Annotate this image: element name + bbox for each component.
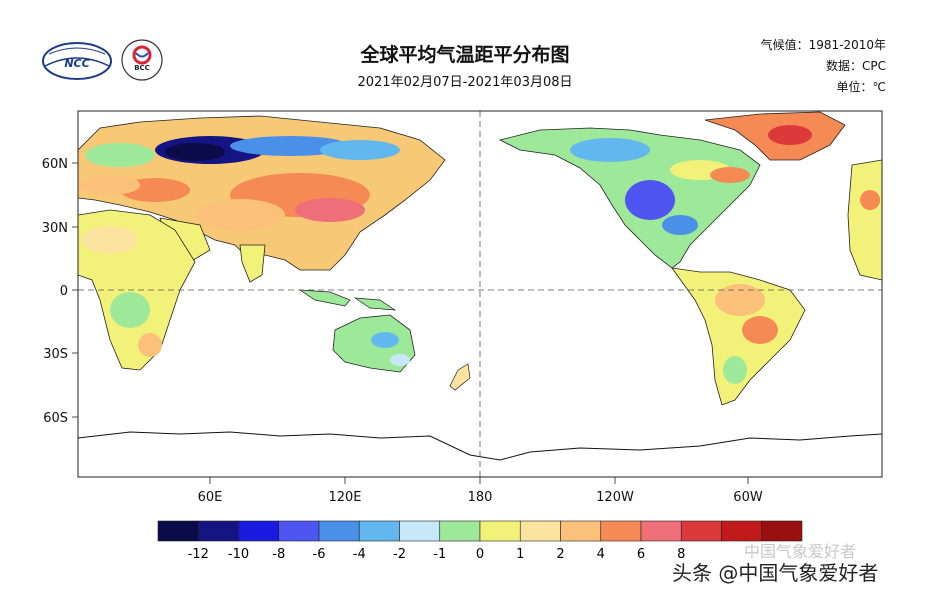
unit-label: 单位：℃ bbox=[836, 80, 886, 94]
indonesia bbox=[298, 289, 397, 311]
colorbar-tick-label: -10 bbox=[228, 547, 249, 562]
axis-ticks bbox=[72, 162, 749, 484]
lon-label: 60W bbox=[733, 490, 763, 505]
colorbar-tick-label: -8 bbox=[272, 547, 285, 562]
colorbar-tick-label: 6 bbox=[637, 547, 645, 562]
colorbar-tick-label: 8 bbox=[677, 547, 685, 562]
watermark-faded: 中国气象爱好者 bbox=[744, 542, 857, 561]
lon-label: 180 bbox=[468, 490, 493, 505]
colorbar-swatch bbox=[519, 520, 561, 542]
colorbar-tick-label: -4 bbox=[353, 547, 366, 562]
colorbar-swatch bbox=[600, 520, 642, 542]
date-range: 2021年02月07日-2021年03月08日 bbox=[357, 75, 573, 90]
colorbar-tick-label: 2 bbox=[556, 547, 564, 562]
lat-label: 30S bbox=[43, 347, 68, 362]
colorbar-swatch bbox=[238, 520, 280, 542]
ncc-logo: NCC bbox=[42, 42, 112, 80]
colorbar-swatch bbox=[479, 520, 521, 542]
climate-baseline: 气候值：1981-2010年 bbox=[760, 38, 886, 52]
colorbar-swatch bbox=[640, 520, 682, 542]
colorbar-tick-label: -12 bbox=[188, 547, 209, 562]
colorbar-swatch bbox=[278, 520, 320, 542]
map-title: 全球平均气温距平分布图 bbox=[360, 44, 570, 66]
colorbar-tick-label: -1 bbox=[433, 547, 446, 562]
colorbar-swatch bbox=[439, 520, 481, 542]
colorbar-swatch bbox=[560, 520, 602, 542]
colorbar-swatch bbox=[761, 520, 803, 542]
colorbar-tick-label: 1 bbox=[516, 547, 524, 562]
colorbar-tick-label: 4 bbox=[597, 547, 605, 562]
lat-label: 60N bbox=[42, 157, 68, 172]
lon-label: 120E bbox=[328, 490, 361, 505]
lat-label: 0 bbox=[60, 284, 68, 299]
colorbar: -12 -10 -8 -6 -4 -2 -1 0 1 2 4 6 8 bbox=[157, 520, 803, 562]
bcc-logo-text: BCC bbox=[134, 64, 150, 72]
colorbar-swatch bbox=[318, 520, 360, 542]
europe-east-edge bbox=[847, 159, 882, 281]
colorbar-swatch bbox=[358, 520, 400, 542]
new-zealand bbox=[449, 363, 471, 391]
colorbar-tick-label: -6 bbox=[313, 547, 326, 562]
watermark: 头条 @中国气象爱好者 bbox=[672, 561, 879, 585]
antarctica-coast bbox=[78, 431, 882, 461]
colorbar-swatch bbox=[157, 520, 199, 542]
colorbar-tick-label: -2 bbox=[393, 547, 406, 562]
lon-label: 120W bbox=[596, 490, 634, 505]
south-america-landmass bbox=[671, 267, 806, 406]
lat-label: 60S bbox=[43, 411, 68, 426]
lat-label: 30N bbox=[42, 221, 68, 236]
colorbar-swatch bbox=[680, 520, 722, 542]
ncc-logo-text: NCC bbox=[64, 57, 89, 70]
colorbar-swatch bbox=[399, 520, 441, 542]
data-source: 数据：CPC bbox=[826, 59, 886, 73]
colorbar-swatch bbox=[197, 520, 239, 542]
land-fields bbox=[78, 111, 882, 461]
lon-label: 60E bbox=[198, 490, 223, 505]
bcc-logo: BCC bbox=[121, 39, 163, 81]
colorbar-tick-label: 0 bbox=[476, 547, 484, 562]
